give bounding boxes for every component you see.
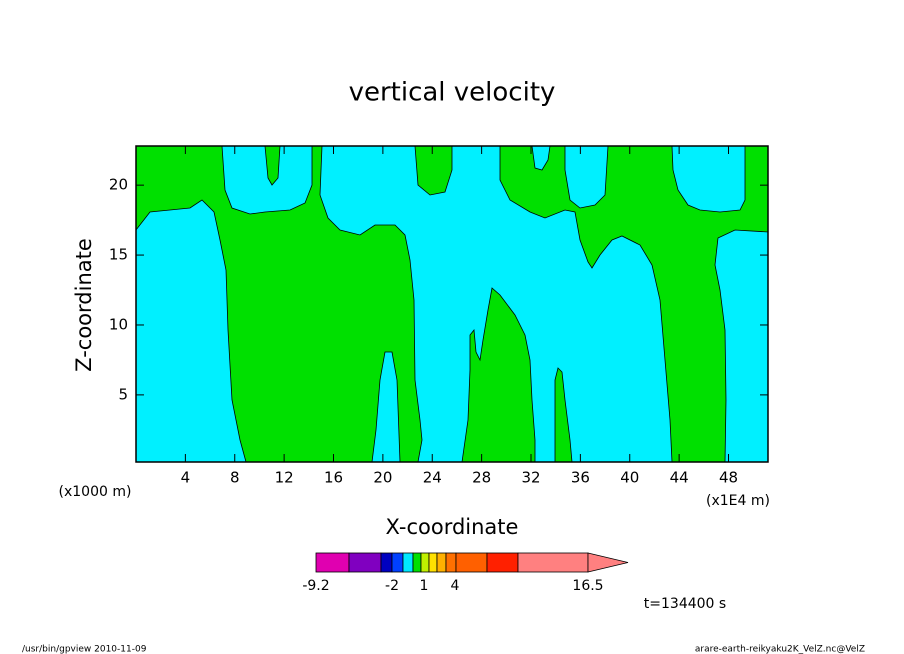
- positive-regions: [135, 145, 769, 463]
- y-axis-title: Z-coordinate: [72, 238, 96, 372]
- colorbar-label: 1: [420, 578, 429, 594]
- footer-right: arare-earth-reikyaku2K_VelZ.nc@VelZ: [695, 645, 865, 654]
- x-tick-label: 36: [571, 469, 590, 487]
- colorbar-segment: [517, 552, 589, 573]
- x-unit: (x1000 m): [59, 484, 132, 500]
- x-tick-label: 4: [181, 469, 191, 487]
- x-tick-label: 40: [620, 469, 639, 487]
- x-tick-label: 8: [230, 469, 240, 487]
- x-tick-label: 16: [324, 469, 343, 487]
- colorbar-segment: [455, 552, 488, 573]
- y-tick-label: 20: [109, 176, 128, 194]
- x-tick-label: 48: [719, 469, 738, 487]
- colorbar-segment: [428, 552, 438, 573]
- y-tick-label: 15: [109, 246, 128, 264]
- time-label: t=134400 s: [644, 596, 726, 612]
- colorbar-label: 16.5: [572, 578, 603, 594]
- x-tick-label: 44: [670, 469, 689, 487]
- colorbar-segment: [436, 552, 447, 573]
- footer-left: /usr/bin/gpview 2010-11-09: [22, 645, 147, 654]
- colorbar-extension: [587, 552, 629, 573]
- plot-frame: [135, 145, 769, 463]
- colorbar-label: -9.2: [302, 578, 329, 594]
- colorbar-segment: [412, 552, 422, 573]
- colorbar-segment: [445, 552, 457, 573]
- x-tick-label: 32: [521, 469, 540, 487]
- colorbar-segment: [380, 552, 393, 573]
- x-tick-label: 28: [472, 469, 491, 487]
- positive-region: [554, 367, 573, 463]
- x-tick-label: 24: [423, 469, 442, 487]
- positive-region: [461, 287, 536, 463]
- colorbar-label: 4: [451, 578, 460, 594]
- colorbar-segment: [348, 552, 382, 573]
- colorbar-label: -2: [385, 578, 399, 594]
- colorbar-segment: [486, 552, 519, 573]
- colorbar-segment: [402, 552, 414, 573]
- y-tick-label: 10: [109, 315, 128, 333]
- contour-field: [135, 145, 769, 463]
- positive-region: [135, 145, 423, 463]
- x-tick-label: 12: [275, 469, 294, 487]
- x-tick-label: 20: [373, 469, 392, 487]
- colorbar-segment: [315, 552, 350, 573]
- chart-title: vertical velocity: [349, 78, 556, 108]
- colorbar-segment: [391, 552, 404, 573]
- x-scale-note: (x1E4 m): [706, 493, 770, 509]
- colorbar-segment: [420, 552, 430, 573]
- x-axis-title: X-coordinate: [386, 515, 519, 539]
- positive-region: [499, 145, 769, 463]
- y-tick-label: 5: [118, 385, 128, 403]
